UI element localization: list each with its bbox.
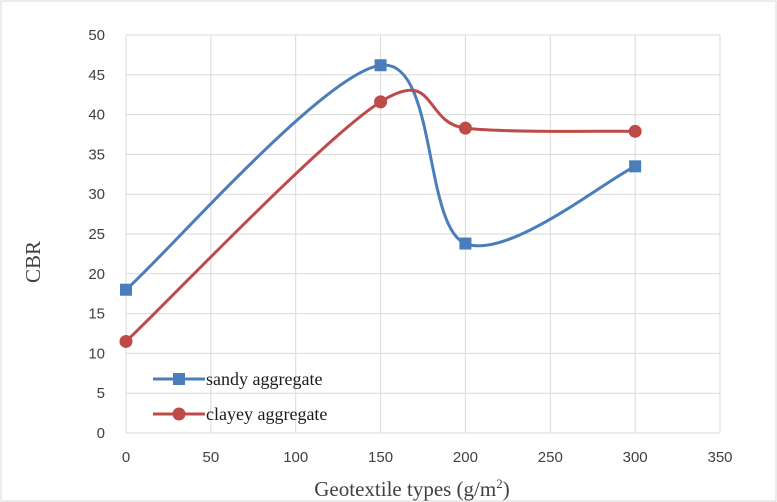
x-tick-labels: 0 50 100 150 200 250 300 350 bbox=[122, 449, 733, 466]
x-tick-label: 350 bbox=[707, 449, 732, 466]
data-point-sandy bbox=[120, 283, 132, 296]
x-axis-title-suffix: ) bbox=[503, 477, 510, 501]
series-sandy bbox=[120, 59, 642, 296]
data-point-clayey bbox=[628, 124, 642, 138]
series-line-sandy bbox=[125, 63, 636, 291]
legend-marker-sandy bbox=[173, 373, 185, 385]
y-tick-label: 25 bbox=[88, 226, 105, 243]
y-tick-label: 40 bbox=[88, 107, 105, 124]
data-point-clayey bbox=[374, 95, 388, 109]
series-clayey bbox=[119, 88, 642, 348]
y-tick-label: 35 bbox=[88, 146, 105, 163]
data-point-clayey bbox=[119, 334, 133, 348]
legend-entry-clayey: clayey aggregate bbox=[153, 404, 327, 424]
x-axis-title-main: Geotextile types (g/m bbox=[314, 477, 496, 501]
data-point-sandy bbox=[459, 237, 472, 250]
y-tick-label: 5 bbox=[97, 385, 105, 402]
data-point-clayey bbox=[458, 121, 472, 135]
y-tick-label: 10 bbox=[88, 345, 105, 362]
grid-lines bbox=[125, 34, 721, 434]
y-tick-label: 45 bbox=[88, 67, 105, 84]
legend-marker-clayey bbox=[172, 407, 186, 421]
data-point-sandy bbox=[374, 59, 387, 72]
y-tick-label: 50 bbox=[88, 27, 105, 44]
x-tick-label: 100 bbox=[283, 449, 308, 466]
legend-label-sandy: sandy aggregate bbox=[206, 369, 322, 389]
legend: sandy aggregate clayey aggregate bbox=[153, 369, 327, 424]
x-tick-label: 0 bbox=[122, 449, 130, 466]
data-point-sandy bbox=[629, 160, 642, 173]
x-axis-title-superscript: 2 bbox=[496, 476, 503, 491]
legend-label-clayey: clayey aggregate bbox=[206, 404, 327, 424]
y-tick-label: 20 bbox=[88, 266, 105, 283]
x-tick-label: 300 bbox=[623, 449, 648, 466]
y-axis-title: CBR bbox=[21, 241, 45, 283]
x-tick-label: 200 bbox=[453, 449, 478, 466]
y-tick-label: 15 bbox=[88, 306, 105, 323]
x-tick-label: 50 bbox=[203, 449, 220, 466]
x-tick-label: 150 bbox=[368, 449, 393, 466]
series-line-clayey bbox=[124, 88, 636, 343]
y-tick-label: 0 bbox=[97, 425, 105, 442]
x-axis-title: Geotextile types (g/m2) bbox=[314, 476, 509, 501]
series-layer bbox=[119, 59, 642, 348]
y-tick-labels: 0 5 10 15 20 25 30 35 40 45 50 bbox=[88, 27, 105, 442]
legend-entry-sandy: sandy aggregate bbox=[153, 369, 322, 389]
x-tick-label: 250 bbox=[538, 449, 563, 466]
y-tick-label: 30 bbox=[88, 186, 105, 203]
